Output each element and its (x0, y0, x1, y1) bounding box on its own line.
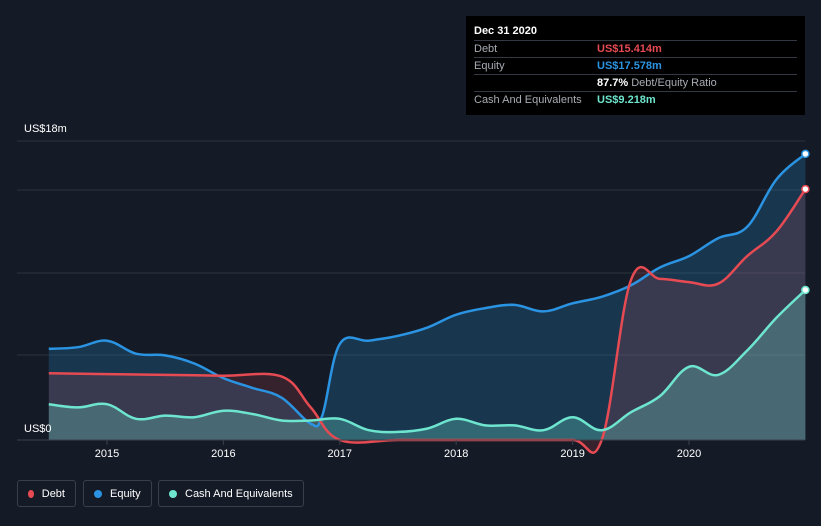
tooltip-ratio-row: 87.7% Debt/Equity Ratio (474, 75, 797, 92)
legend-debt-label: Debt (41, 487, 65, 500)
tooltip-equity-row: Equity US$17.578m (474, 58, 797, 75)
legend-cash-label: Cash And Equivalents (185, 487, 293, 500)
tooltip-ratio-label: Debt/Equity Ratio (631, 77, 717, 89)
debt-end-marker (801, 184, 810, 194)
series-end-markers (801, 149, 810, 295)
hover-tooltip: Dec 31 2020 Debt US$15.414m Equity US$17… (466, 16, 805, 115)
tooltip-cash-value: US$9.218m (597, 94, 656, 106)
tooltip-date: Dec 31 2020 (474, 23, 797, 41)
tooltip-equity-value: US$17.578m (597, 60, 662, 72)
tooltip-equity-label: Equity (474, 60, 505, 72)
y-axis-top-label: US$18m (24, 123, 67, 135)
debt-area (48, 189, 806, 453)
tooltip-debt-row: Debt US$15.414m (474, 41, 797, 58)
x-axis-ticks: 2015 2016 2017 2018 2019 2020 (95, 440, 701, 460)
equity-end-marker (801, 149, 810, 159)
tooltip-debt-value: US$15.414m (597, 43, 662, 55)
x-tick-label-2019: 2019 (560, 448, 584, 460)
x-tick-label-2018: 2018 (444, 448, 468, 460)
tooltip-cash-label: Cash And Equivalents (474, 94, 582, 106)
tooltip-cash-row: Cash And Equivalents US$9.218m (474, 92, 797, 108)
series-areas (48, 153, 806, 453)
legend-equity[interactable]: Equity (83, 480, 152, 507)
x-tick-label-2020: 2020 (677, 448, 701, 460)
legend-equity-label: Equity (110, 487, 141, 500)
debt-dot-icon (28, 489, 34, 498)
cash-dot-icon (169, 489, 177, 498)
x-tick-label-2016: 2016 (211, 448, 235, 460)
tooltip-debt-label: Debt (474, 43, 498, 55)
x-tick-label-2015: 2015 (95, 448, 119, 460)
cash-line (48, 289, 807, 434)
tooltip-ratio: 87.7% Debt/Equity Ratio (597, 75, 717, 91)
equity-line (48, 152, 807, 428)
cash-area (48, 290, 806, 440)
y-axis-bottom-label: US$0 (24, 423, 52, 435)
cash-end-marker (801, 285, 810, 295)
legend-debt[interactable]: Debt (17, 480, 76, 507)
x-tick-label-2017: 2017 (328, 448, 352, 460)
equity-dot-icon (94, 489, 102, 498)
tooltip-ratio-value: 87.7% (597, 77, 629, 89)
legend-cash[interactable]: Cash And Equivalents (158, 480, 304, 507)
